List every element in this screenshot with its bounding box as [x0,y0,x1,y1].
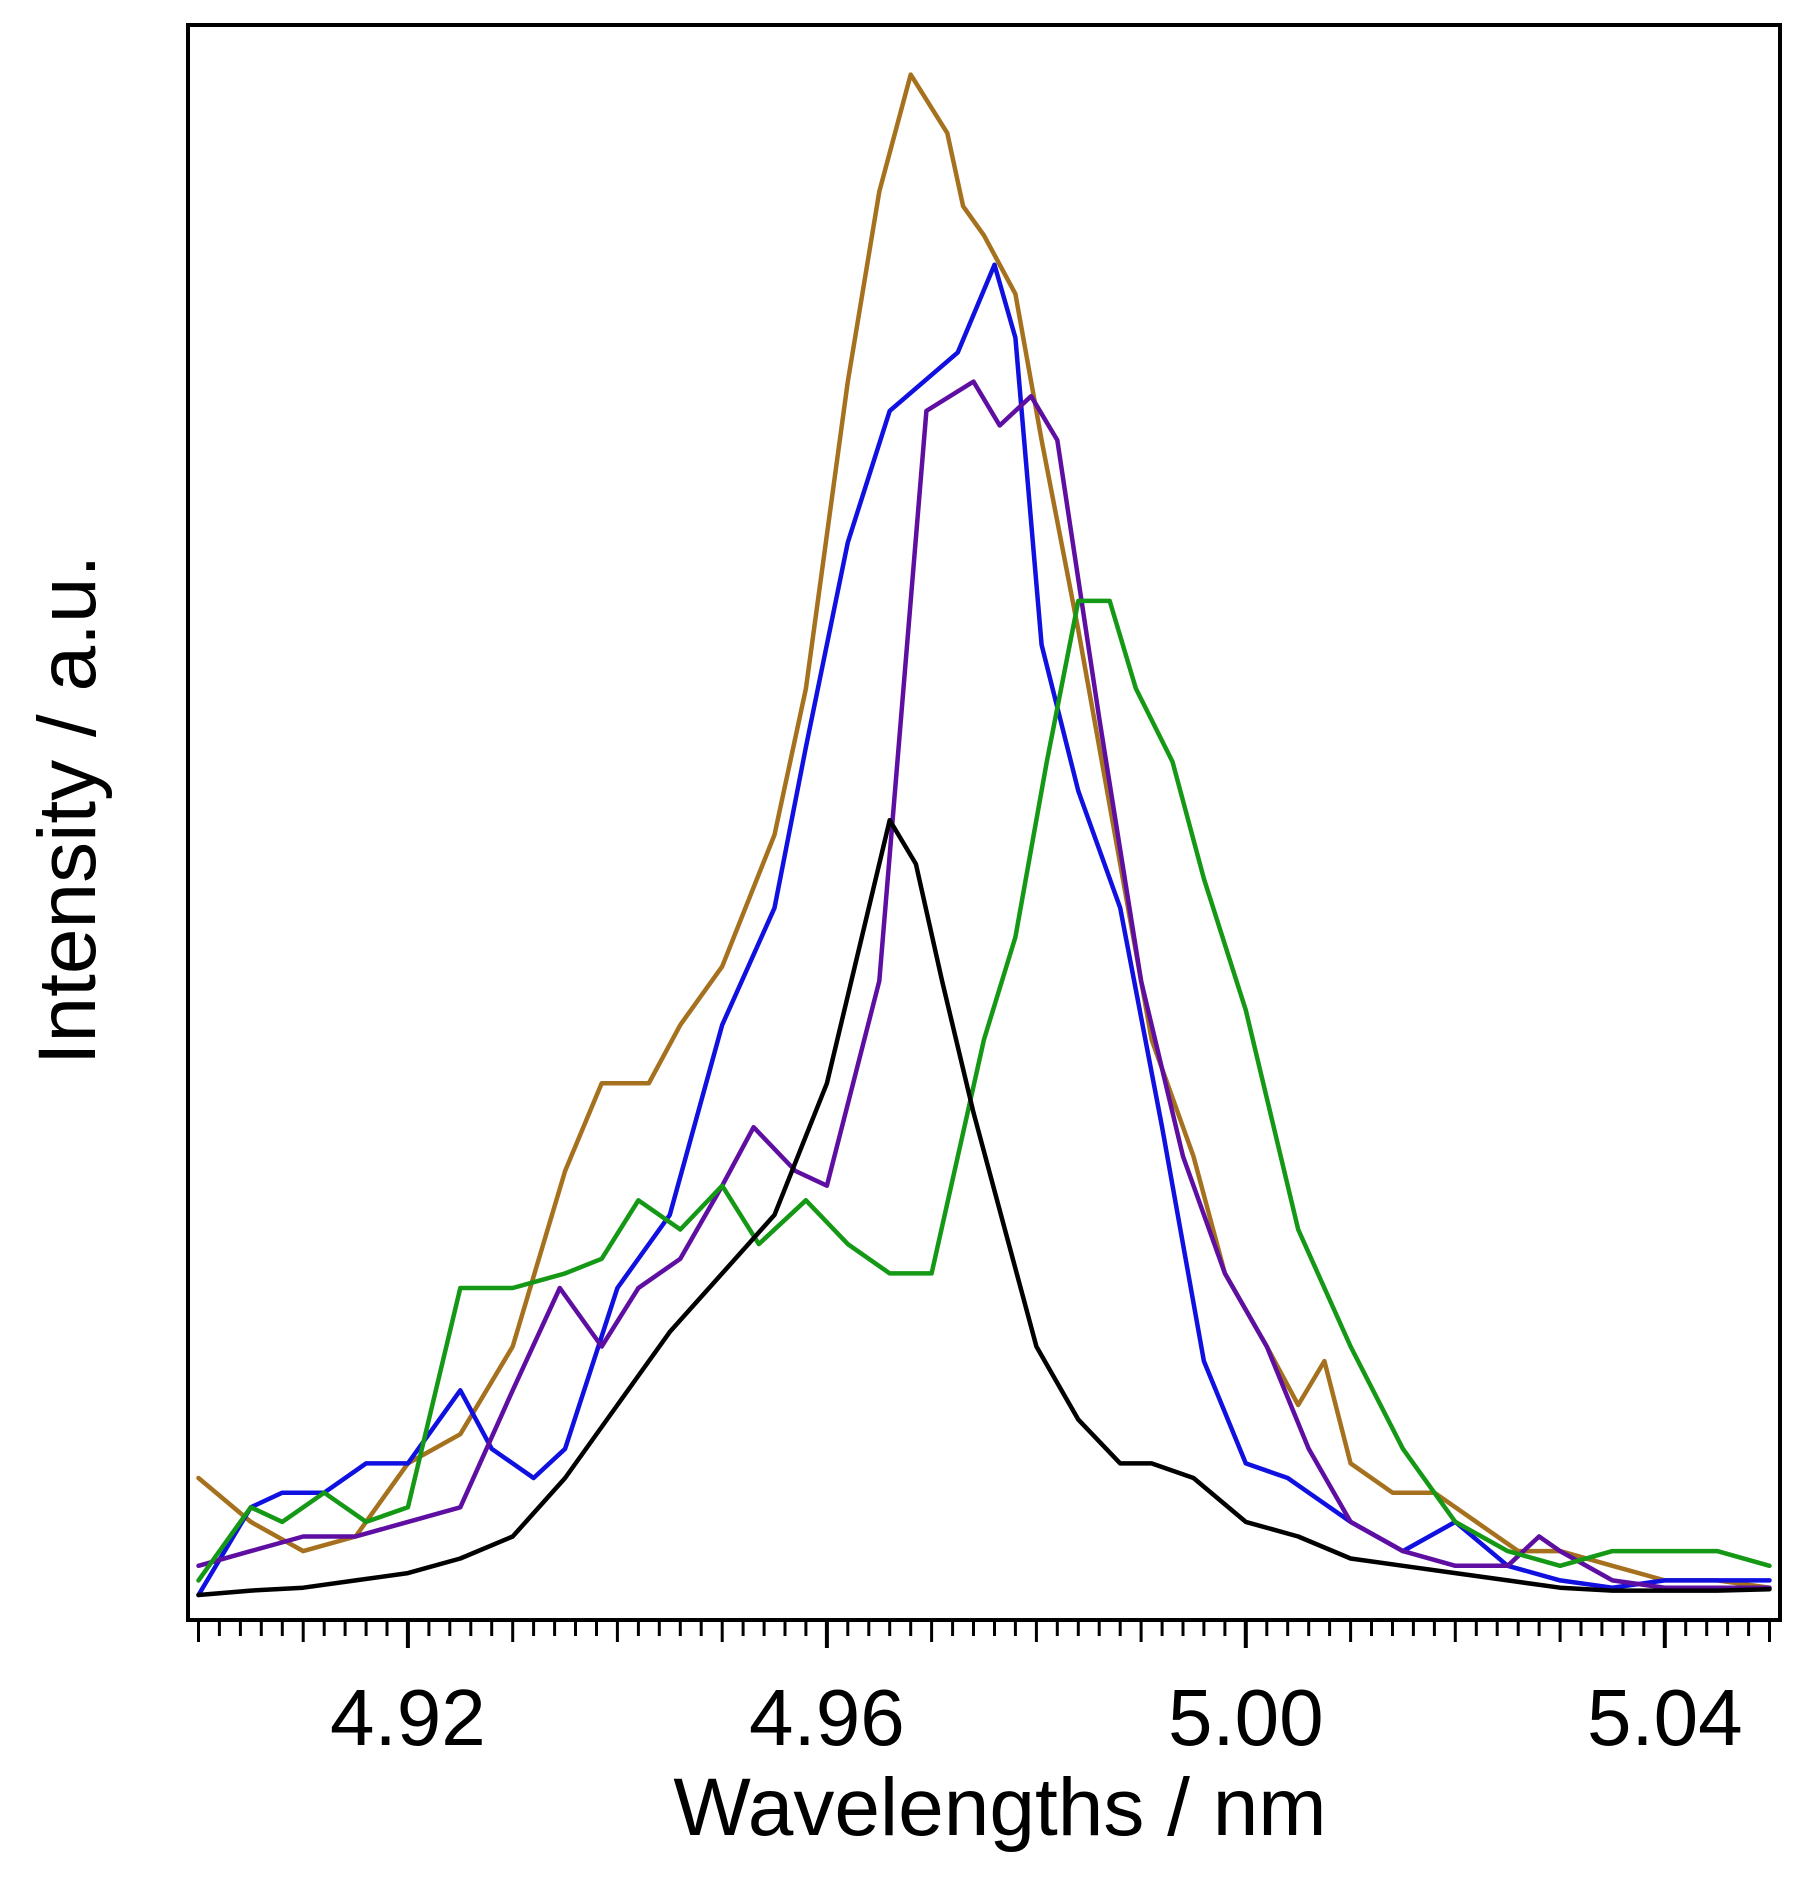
x-tick-label: 5.04 [1587,1673,1743,1762]
series-layer [196,72,1772,1598]
x-tick-label: 4.96 [749,1673,905,1762]
series-line-brown [196,72,1772,1590]
series-line-black [196,817,1772,1598]
plot-frame [186,23,1782,1622]
x-ticks [197,1620,1771,1648]
x-tick-labels: 4.92 4.96 5.00 5.04 [330,1673,1743,1762]
series-line-green [196,598,1772,1583]
x-tick-label: 4.92 [330,1673,486,1762]
y-axis-title: Intensity / a.u. [22,555,113,1066]
x-axis-title: Wavelengths / nm [673,1762,1326,1853]
series-line-purple [196,379,1772,1590]
x-tick-label: 5.00 [1168,1673,1324,1762]
